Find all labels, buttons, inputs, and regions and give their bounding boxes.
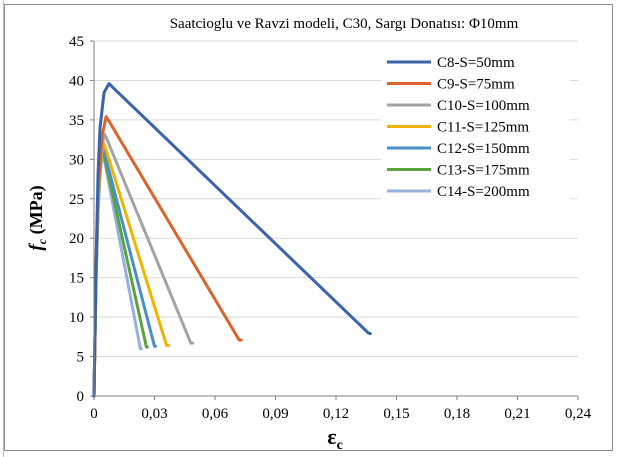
page-left-edge	[0, 0, 4, 457]
y-tick-label: 45	[69, 34, 84, 50]
x-axis-label: εc	[327, 424, 343, 453]
legend-label: C12-S=150mm	[437, 141, 530, 157]
y-axis-label-rest: (MPa)	[26, 185, 47, 238]
y-axis-ticks: 0 5 10 15 20 25 30 35 40 45	[69, 34, 94, 405]
series-line-c11-s-125mm	[92, 141, 171, 398]
y-axis-label-sub: c	[35, 238, 49, 244]
x-axis-label-sub: c	[337, 438, 343, 453]
legend-label: C9-S=75mm	[437, 77, 515, 93]
legend-label: C8-S=50mm	[437, 55, 515, 71]
y-tick-label: 15	[69, 271, 84, 287]
y-tick-label: 25	[69, 192, 84, 208]
legend-label: C13-S=175mm	[437, 163, 530, 179]
y-tick-label: 5	[77, 350, 85, 366]
y-axis-label-main: f	[26, 243, 47, 251]
chart-title: Saatcioglu ve Ravzi modeli, C30, Sargı D…	[170, 16, 519, 32]
x-tick-label: 0,06	[202, 406, 229, 422]
x-tick-label: 0,12	[323, 406, 349, 422]
x-axis-ticks: 0 0,03 0,06 0,09 0,12 0,15 0,18 0,21 0,24	[90, 396, 592, 422]
x-tick-label: 0	[90, 406, 98, 422]
series-lines	[92, 82, 372, 398]
y-tick-label: 40	[69, 73, 84, 89]
legend-label: C10-S=100mm	[437, 98, 530, 114]
legend-label: C11-S=125mm	[437, 120, 529, 136]
x-tick-label: 0,09	[262, 406, 288, 422]
legend-background	[381, 52, 570, 207]
y-tick-label: 30	[69, 152, 84, 168]
x-tick-label: 0,18	[444, 406, 470, 422]
x-tick-label: 0,03	[141, 406, 167, 422]
x-tick-label: 0,21	[504, 406, 530, 422]
legend: C8-S=50mm C9-S=75mm C10-S=100mm C11-S=125mm…	[381, 52, 570, 207]
series-line-c13-s-175mm	[92, 149, 149, 398]
y-tick-label: 0	[77, 389, 85, 405]
x-tick-label: 0,24	[565, 406, 592, 422]
x-axis-label-main: ε	[327, 424, 336, 449]
series-line-c8-s-50mm	[92, 82, 372, 398]
legend-label: C14-S=200mm	[437, 184, 530, 200]
y-tick-label: 20	[69, 231, 84, 247]
x-tick-label: 0,15	[383, 406, 409, 422]
y-tick-label: 35	[69, 113, 84, 129]
y-tick-label: 10	[69, 310, 84, 326]
y-axis-label: fc (MPa)	[26, 185, 49, 250]
